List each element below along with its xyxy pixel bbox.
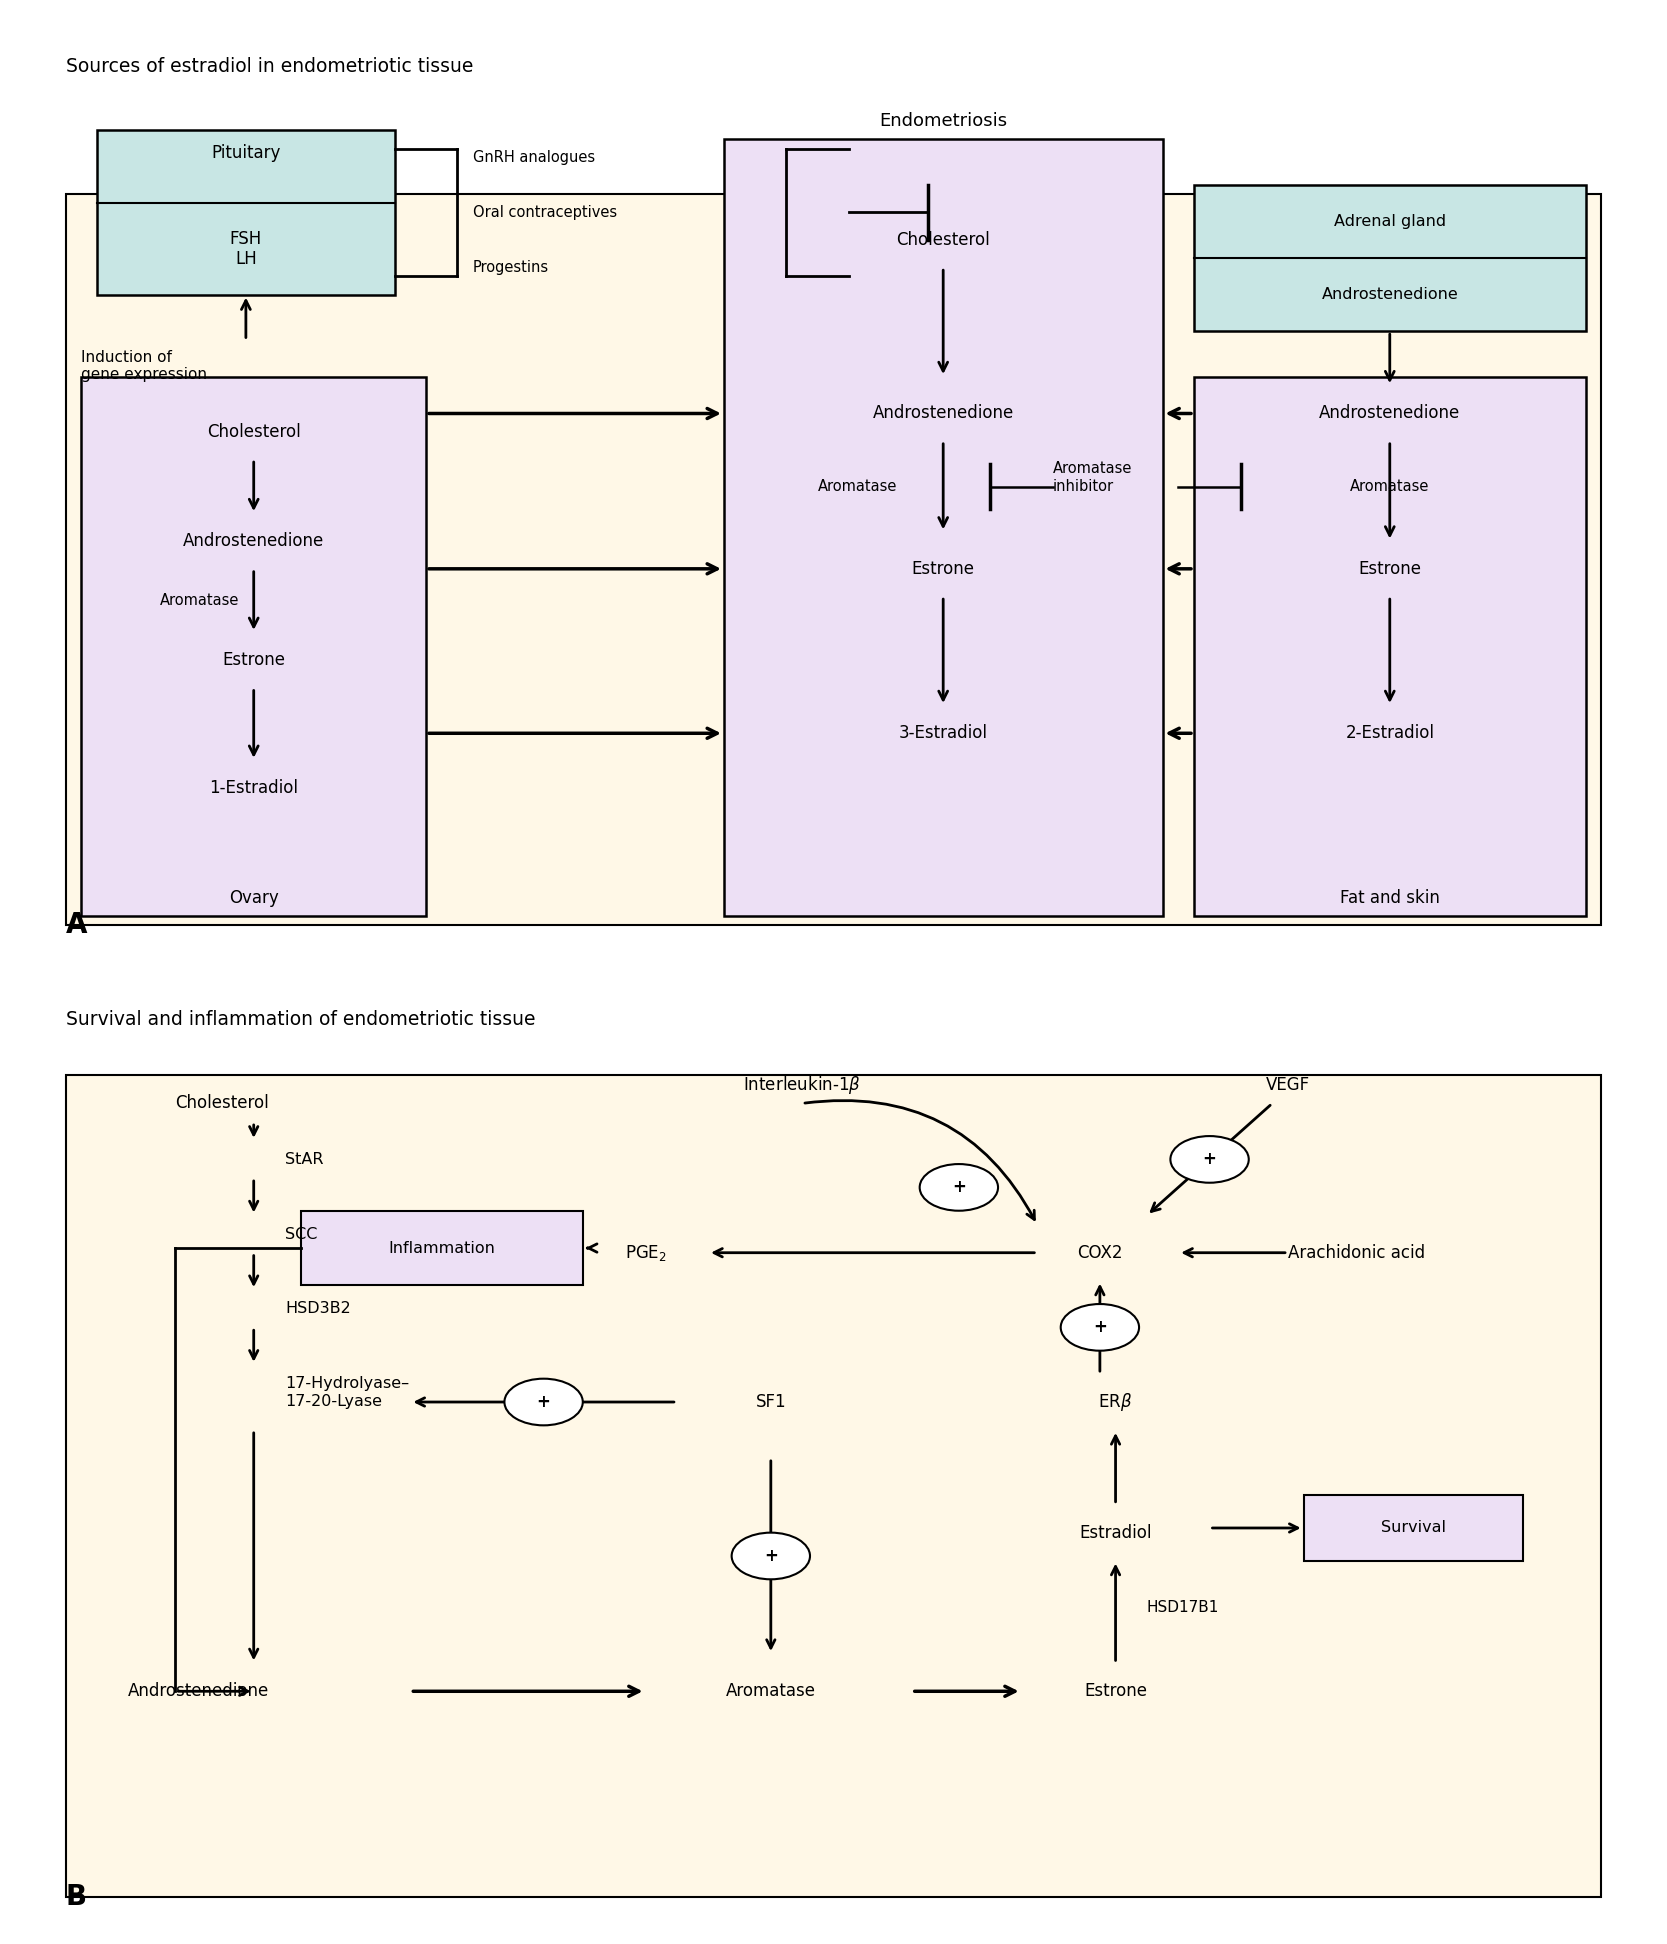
Circle shape <box>1060 1304 1139 1351</box>
Text: Progestins: Progestins <box>473 260 548 274</box>
Bar <box>82 377 427 916</box>
Text: +: + <box>952 1178 965 1196</box>
Text: 2-Estradiol: 2-Estradiol <box>1345 725 1434 743</box>
Bar <box>65 194 1602 925</box>
Text: Androstenedione: Androstenedione <box>183 533 325 550</box>
Text: 3-Estradiol: 3-Estradiol <box>899 725 987 743</box>
Text: Androstenedione: Androstenedione <box>872 404 1014 422</box>
Text: Arachidonic acid: Arachidonic acid <box>1289 1244 1425 1262</box>
Text: Interleukin-1$\beta$: Interleukin-1$\beta$ <box>743 1073 862 1096</box>
Text: ER$\beta$: ER$\beta$ <box>1099 1392 1132 1413</box>
Text: 1-Estradiol: 1-Estradiol <box>210 780 298 797</box>
Text: HSD17B1: HSD17B1 <box>1147 1600 1219 1615</box>
Bar <box>1194 185 1585 330</box>
Text: Cholesterol: Cholesterol <box>175 1094 268 1112</box>
Text: VEGF: VEGF <box>1265 1075 1310 1094</box>
Text: Aromatase: Aromatase <box>725 1682 815 1701</box>
Text: Cholesterol: Cholesterol <box>897 231 990 249</box>
Text: Pituitary: Pituitary <box>212 144 280 161</box>
Text: SCC: SCC <box>285 1227 317 1242</box>
Text: Aromatase: Aromatase <box>160 593 238 608</box>
Text: Estrone: Estrone <box>222 651 285 669</box>
Text: Endometriosis: Endometriosis <box>879 113 1007 130</box>
Text: Induction of
gene expression: Induction of gene expression <box>82 350 207 381</box>
Text: Androstenedione: Androstenedione <box>1322 288 1459 301</box>
Text: +: + <box>537 1394 550 1411</box>
Circle shape <box>505 1378 583 1425</box>
Text: Sources of estradiol in endometriotic tissue: Sources of estradiol in endometriotic ti… <box>65 56 473 76</box>
Text: FSH
LH: FSH LH <box>230 229 262 268</box>
Text: Estrone: Estrone <box>1084 1682 1147 1701</box>
Text: Aromatase: Aromatase <box>1350 478 1430 494</box>
Text: A: A <box>65 912 87 939</box>
Text: Estrone: Estrone <box>1359 560 1422 577</box>
Text: Oral contraceptives: Oral contraceptives <box>473 204 617 220</box>
Bar <box>300 1211 583 1285</box>
Text: Survival: Survival <box>1380 1520 1445 1536</box>
Text: COX2: COX2 <box>1077 1244 1122 1262</box>
Text: Aromatase
inhibitor: Aromatase inhibitor <box>1054 461 1132 494</box>
Text: PGE$_2$: PGE$_2$ <box>625 1242 667 1264</box>
Text: Inflammation: Inflammation <box>388 1240 495 1256</box>
Text: Cholesterol: Cholesterol <box>207 422 300 441</box>
Text: Androstenedione: Androstenedione <box>128 1682 270 1701</box>
Circle shape <box>1170 1135 1249 1182</box>
Text: HSD3B2: HSD3B2 <box>285 1301 350 1316</box>
Text: B: B <box>65 1882 87 1911</box>
Text: Estrone: Estrone <box>912 560 975 577</box>
Bar <box>1304 1495 1524 1561</box>
Text: 17-Hydrolyase–
17-20-Lyase: 17-Hydrolyase– 17-20-Lyase <box>285 1376 408 1409</box>
Bar <box>65 1075 1602 1897</box>
Text: +: + <box>1202 1151 1217 1168</box>
Text: Survival and inflammation of endometriotic tissue: Survival and inflammation of endometriot… <box>65 1011 535 1028</box>
Text: Aromatase: Aromatase <box>818 478 897 494</box>
Circle shape <box>920 1164 999 1211</box>
Text: Adrenal gland: Adrenal gland <box>1334 214 1445 229</box>
Bar <box>97 130 395 295</box>
Bar <box>723 140 1162 916</box>
Text: SF1: SF1 <box>755 1394 787 1411</box>
Text: +: + <box>763 1547 778 1565</box>
Text: Ovary: Ovary <box>228 888 278 906</box>
Circle shape <box>732 1532 810 1579</box>
Text: +: + <box>1094 1318 1107 1336</box>
Text: Androstenedione: Androstenedione <box>1319 404 1460 422</box>
Text: StAR: StAR <box>285 1153 323 1166</box>
Text: Estradiol: Estradiol <box>1079 1524 1152 1542</box>
Text: Fat and skin: Fat and skin <box>1340 888 1440 906</box>
Bar <box>1194 377 1585 916</box>
Text: GnRH analogues: GnRH analogues <box>473 150 595 165</box>
